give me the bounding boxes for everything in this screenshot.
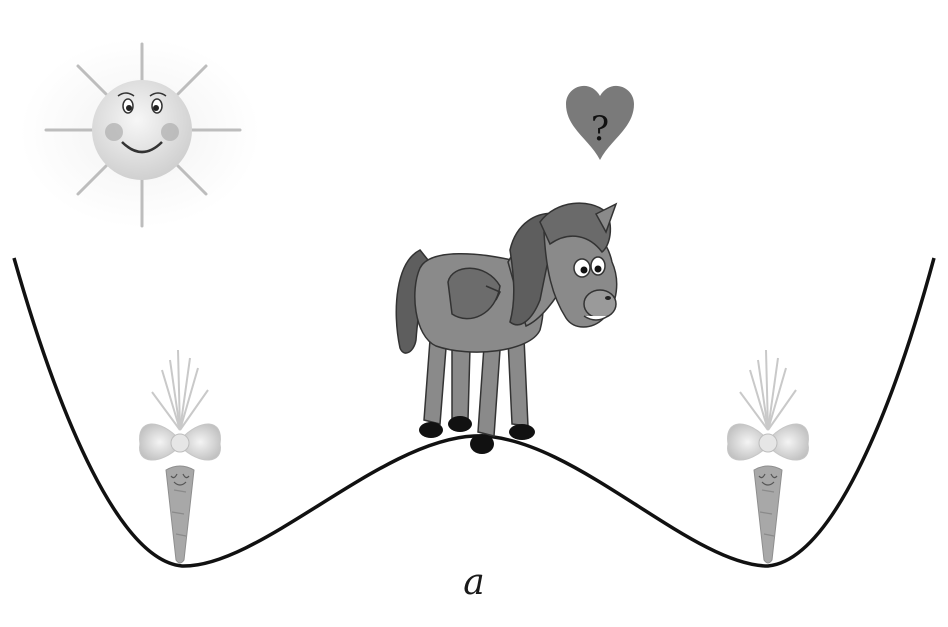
carrot-icon — [139, 349, 221, 564]
donkey-icon — [395, 202, 618, 454]
figure-caption: a — [463, 562, 485, 603]
double-well-curve — [12, 257, 936, 568]
heart-symbol: ? — [591, 109, 609, 149]
carrot-icon — [727, 349, 809, 564]
sun-icon — [44, 42, 242, 228]
heart-question-icon: ? — [566, 85, 634, 160]
